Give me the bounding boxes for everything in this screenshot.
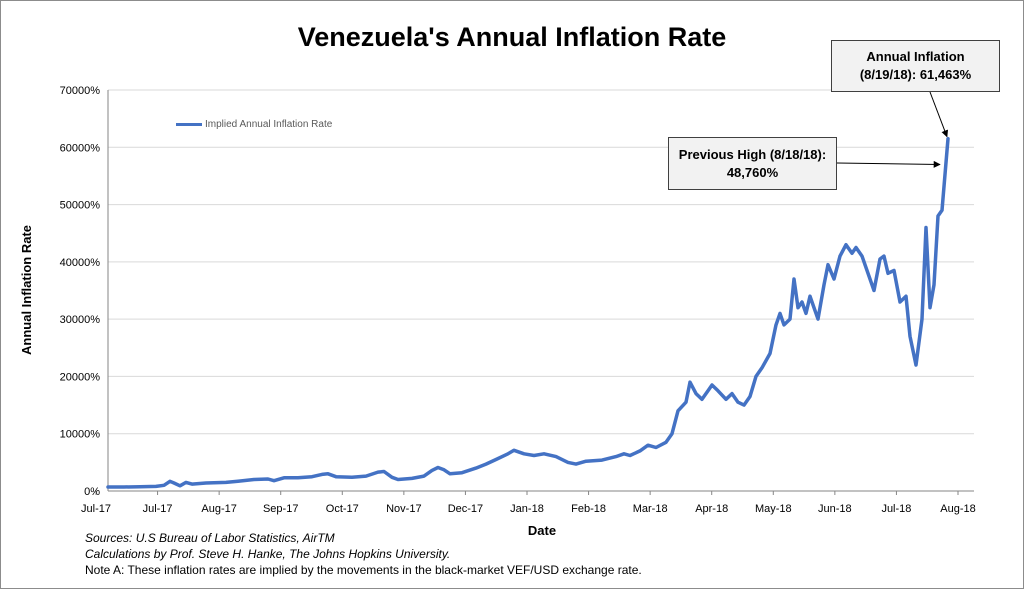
axes	[107, 90, 974, 492]
x-axis-ticks: Jul-17 Jul-17 Aug-17 Sep-17 Oct-17 Nov-17 Dec-…	[81, 491, 976, 515]
x-tick-label: Nov-17	[386, 503, 421, 515]
y-tick-label: 10000%	[60, 429, 101, 441]
gridlines	[108, 89, 974, 435]
x-tick-label: Jun-18	[818, 503, 852, 515]
x-tick-label: Oct-17	[326, 503, 359, 515]
y-tick-label: 40000%	[60, 257, 101, 269]
x-tick-label: Jul-18	[881, 503, 911, 515]
y-tick-label: 60000%	[60, 142, 101, 154]
x-tick-label: Jan-18	[510, 503, 544, 515]
y-tick-label: 30000%	[60, 314, 101, 326]
annotation-arrows	[836, 91, 949, 168]
y-tick-label: 0%	[84, 486, 100, 498]
footnotes: Sources: U.S Bureau of Labor Statistics,…	[85, 530, 642, 578]
x-tick-label: May-18	[755, 503, 792, 515]
annotation-arrow	[836, 160, 941, 168]
series-line	[106, 136, 950, 489]
x-tick-label: Feb-18	[571, 503, 606, 515]
y-axis-ticks: 0% 10000% 20000% 30000% 40000% 50000% 60000% 70…	[60, 85, 101, 498]
x-tick-label: Aug-18	[940, 503, 975, 515]
series-layer	[106, 136, 950, 489]
legend-swatch	[176, 123, 202, 126]
x-tick-label: Dec-17	[448, 503, 483, 515]
x-tick-label: Jul-17	[81, 503, 111, 515]
y-tick-label: 70000%	[60, 85, 101, 97]
legend: Implied Annual Inflation Rate	[176, 119, 332, 130]
chart-title: Venezuela's Annual Inflation Rate	[297, 22, 727, 52]
y-tick-label: 50000%	[60, 200, 101, 212]
x-tick-label: Apr-18	[695, 503, 728, 515]
y-tick-label: 20000%	[60, 371, 101, 383]
footnote-sources: Sources: U.S Bureau of Labor Statistics,…	[85, 531, 335, 545]
annotation-line: (8/19/18): 61,463%	[859, 67, 972, 82]
x-tick-label: Mar-18	[633, 503, 668, 515]
annotation-previous-high: Previous High (8/18/18): 48,760%	[668, 137, 837, 190]
x-axis-title: Date	[528, 523, 556, 538]
footnote-note-a: Note A: These inflation rates are implie…	[85, 563, 642, 577]
annotation-annual-inflation: Annual Inflation (8/19/18): 61,463%	[831, 40, 1000, 92]
y-axis-title: Annual Inflation Rate	[19, 225, 34, 355]
legend-label: Implied Annual Inflation Rate	[205, 119, 333, 130]
x-tick-label: Sep-17	[263, 503, 298, 515]
annotation-line: Previous High (8/18/18):	[678, 146, 827, 162]
annotation-line: Annual Inflation	[866, 49, 965, 64]
x-tick-label: Aug-17	[201, 503, 236, 515]
annotation-arrow	[929, 91, 949, 138]
annotation-line: 48,760%	[726, 164, 779, 180]
footnote-calculations: Calculations by Prof. Steve H. Hanke, Th…	[85, 547, 451, 561]
x-tick-label: Jul-17	[143, 503, 173, 515]
